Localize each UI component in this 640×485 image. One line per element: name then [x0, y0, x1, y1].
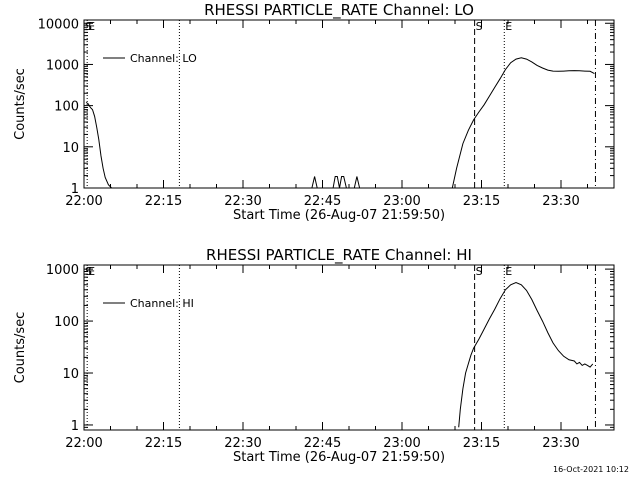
vline-label: E: [505, 265, 512, 278]
chart-panel-lo: RHESSI PARTICLE_RATE Channel: LO 22:00 22:…: [13, 1, 615, 223]
y-tick-label: 1000: [46, 263, 79, 278]
x-tick-label: 22:00: [65, 436, 102, 451]
footer-timestamp: 16-Oct-2021 10:12: [553, 465, 629, 474]
y-tick-label: 100: [54, 100, 79, 115]
legend-label: Channel: LO: [130, 52, 197, 65]
chart-title: RHESSI PARTICLE_RATE Channel: HI: [206, 246, 472, 265]
chart-panel-hi: RHESSI PARTICLE_RATE Channel: HI 22:00 22:…: [13, 246, 615, 465]
y-axis-label: Counts/sec: [13, 68, 28, 140]
y-tick-label: 1: [71, 419, 79, 434]
y-tick-label: 1: [71, 182, 79, 197]
y-tick-label: 10000: [38, 17, 79, 32]
x-axis-label: Start Time (26-Aug-07 21:59:50): [233, 208, 445, 223]
x-tick-label: 23:15: [463, 436, 500, 451]
x-tick-label: 23:00: [383, 436, 420, 451]
x-tick-label: 23:30: [542, 436, 579, 451]
vline-label: E: [88, 20, 95, 33]
vline-label: S: [476, 20, 483, 33]
series-line: [85, 57, 595, 189]
series-line: [458, 282, 594, 428]
x-tick-label: 23:00: [383, 194, 420, 209]
x-tick-label: 23:30: [542, 194, 579, 209]
x-tick-label: 22:30: [224, 436, 261, 451]
vline-label: S: [85, 20, 92, 33]
vline-label: S: [476, 265, 483, 278]
vline-label: E: [505, 20, 512, 33]
chart-title: RHESSI PARTICLE_RATE Channel: LO: [204, 1, 474, 20]
x-tick-label: 22:30: [224, 194, 261, 209]
x-tick-label: 22:15: [145, 436, 182, 451]
y-tick-label: 1000: [46, 58, 79, 73]
y-tick-label: 10: [62, 141, 79, 156]
y-axis-label: Counts/sec: [13, 312, 28, 384]
vline-label: S: [85, 265, 92, 278]
x-tick-label: 22:15: [145, 194, 182, 209]
x-tick-label: 22:00: [65, 194, 102, 209]
vline-label: E: [88, 265, 95, 278]
x-tick-label: 23:15: [463, 194, 500, 209]
y-tick-label: 10: [62, 367, 79, 382]
x-axis-label: Start Time (26-Aug-07 21:59:50): [233, 450, 445, 465]
legend-label: Channel: HI: [130, 297, 194, 310]
x-tick-label: 22:45: [304, 436, 341, 451]
y-tick-label: 100: [54, 315, 79, 330]
x-tick-label: 22:45: [304, 194, 341, 209]
